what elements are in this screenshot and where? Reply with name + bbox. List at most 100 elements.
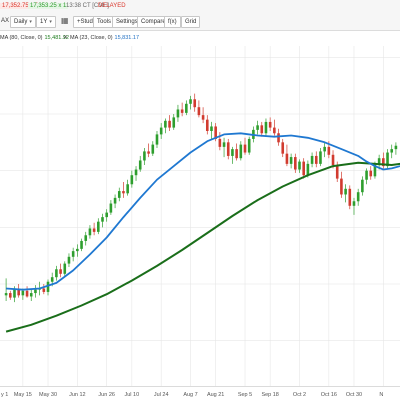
interval-select[interactable]: Daily ▾	[10, 16, 36, 28]
candle	[117, 187, 121, 202]
candle	[369, 166, 373, 180]
candle	[210, 121, 213, 139]
x-tick-label: Jul 24	[154, 392, 169, 398]
candle	[126, 179, 129, 196]
legend-ma-fast[interactable]: ✕ MA (23, Close, 0) 15,831.17	[63, 34, 139, 43]
candle	[97, 218, 100, 235]
candle	[201, 107, 205, 124]
candle	[84, 231, 88, 246]
range-select[interactable]: 1Y ▾	[36, 16, 56, 28]
candle	[319, 148, 322, 167]
legend-ma-slow[interactable]: MA (80, Close, 0) 15,481.92	[0, 34, 69, 43]
ask-quote: 17,353.25 x 1	[28, 3, 69, 9]
candle	[155, 131, 159, 148]
candles	[4, 93, 398, 303]
candle	[42, 284, 46, 295]
compare-button[interactable]: Compare	[137, 16, 170, 28]
fx-button[interactable]: f(x)	[164, 16, 181, 28]
candle	[134, 166, 138, 181]
candle	[105, 209, 108, 222]
candle	[235, 143, 238, 161]
candle	[113, 194, 117, 209]
candle	[46, 279, 50, 296]
candle	[268, 117, 272, 131]
candle	[122, 182, 125, 198]
candle	[264, 118, 268, 136]
candle	[340, 171, 343, 198]
quote-time: 13:38 CT [CME]	[66, 3, 109, 9]
x-tick-label: Sep 18	[261, 392, 278, 398]
chart-toolbar: 17,352.75 x 2 17,353.25 x 1 13:38 CT [CM…	[0, 0, 400, 31]
candle	[273, 119, 276, 136]
candle	[143, 148, 146, 165]
price-chart[interactable]: y 1 May 15 May 30 Jun 12 Jun 26 Jul 10 Jul 24 A…	[0, 46, 400, 400]
candle	[80, 238, 83, 252]
symbol-label[interactable]: AX	[1, 18, 10, 24]
candle	[294, 153, 297, 173]
candle	[314, 151, 318, 168]
candle	[365, 168, 368, 185]
x-tick-label: Aug 21	[207, 392, 224, 398]
candle	[394, 142, 398, 155]
legend-ma-slow-value: 15,481.92	[44, 35, 69, 41]
candle	[390, 144, 394, 159]
candle	[285, 144, 289, 167]
candle	[281, 138, 285, 158]
x-tick-label: Oct 30	[346, 392, 362, 398]
chevron-down-icon: ▾	[29, 19, 32, 25]
candle	[76, 244, 79, 257]
interval-value: Daily	[14, 19, 28, 25]
x-tick-label: Jun 12	[69, 392, 86, 398]
x-tick-label: Jun 26	[98, 392, 115, 398]
candle	[348, 185, 352, 210]
candle	[226, 138, 230, 160]
legend-ma-fast-value: 15,831.17	[114, 35, 139, 41]
chart-controls: AX Daily ▾ 1Y ▾ ▦ +Study Tools Settings Co…	[0, 16, 400, 28]
x-tick-label: Oct 16	[321, 392, 337, 398]
candle	[138, 155, 142, 172]
candle	[361, 176, 364, 196]
x-tick-label: y 1	[1, 392, 8, 398]
candle	[8, 290, 12, 300]
x-tick-label: May 30	[39, 392, 57, 398]
ma-fast-line	[6, 132, 400, 291]
candle	[189, 95, 192, 110]
candle	[67, 253, 71, 267]
x-axis: y 1 May 15 May 30 Jun 12 Jun 26 Jul 10 Jul 24 A…	[0, 386, 400, 398]
candle	[352, 197, 356, 215]
candle	[71, 247, 75, 262]
x-tick-label: Oct 2	[293, 392, 306, 398]
grid-button[interactable]: Grid	[181, 16, 201, 28]
candle	[92, 222, 96, 236]
candle	[172, 114, 176, 130]
candle	[159, 123, 163, 139]
chart-legend: MA (80, Close, 0) 15,481.92 ✕ MA (23, Clos…	[0, 32, 400, 46]
chevron-down-icon: ▾	[49, 19, 52, 25]
legend-ma-slow-label: MA (80, Close, 0)	[0, 35, 43, 41]
candle	[382, 152, 385, 169]
range-value: 1Y	[40, 19, 48, 25]
legend-ma-fast-label: MA (23, Close, 0)	[70, 35, 113, 41]
candle	[356, 188, 360, 206]
candle	[55, 265, 58, 281]
candle	[130, 170, 134, 188]
candle	[193, 93, 197, 112]
candle	[29, 289, 33, 301]
candle	[168, 115, 171, 131]
candle	[289, 153, 293, 169]
calendar-icon[interactable]: ▦	[61, 16, 69, 25]
candle	[222, 137, 226, 158]
candle	[34, 285, 37, 298]
candle	[176, 104, 180, 122]
close-icon[interactable]: ✕	[63, 35, 69, 41]
delayed-status: DELAYED	[98, 3, 126, 9]
candle	[185, 100, 188, 116]
candle	[323, 142, 326, 158]
candle	[4, 278, 8, 301]
candle	[147, 143, 150, 158]
candle	[101, 213, 104, 228]
candle	[151, 141, 155, 156]
x-tick-label: Aug 7	[183, 392, 197, 398]
x-tick-label: Sep 5	[238, 392, 252, 398]
candle	[302, 158, 305, 179]
